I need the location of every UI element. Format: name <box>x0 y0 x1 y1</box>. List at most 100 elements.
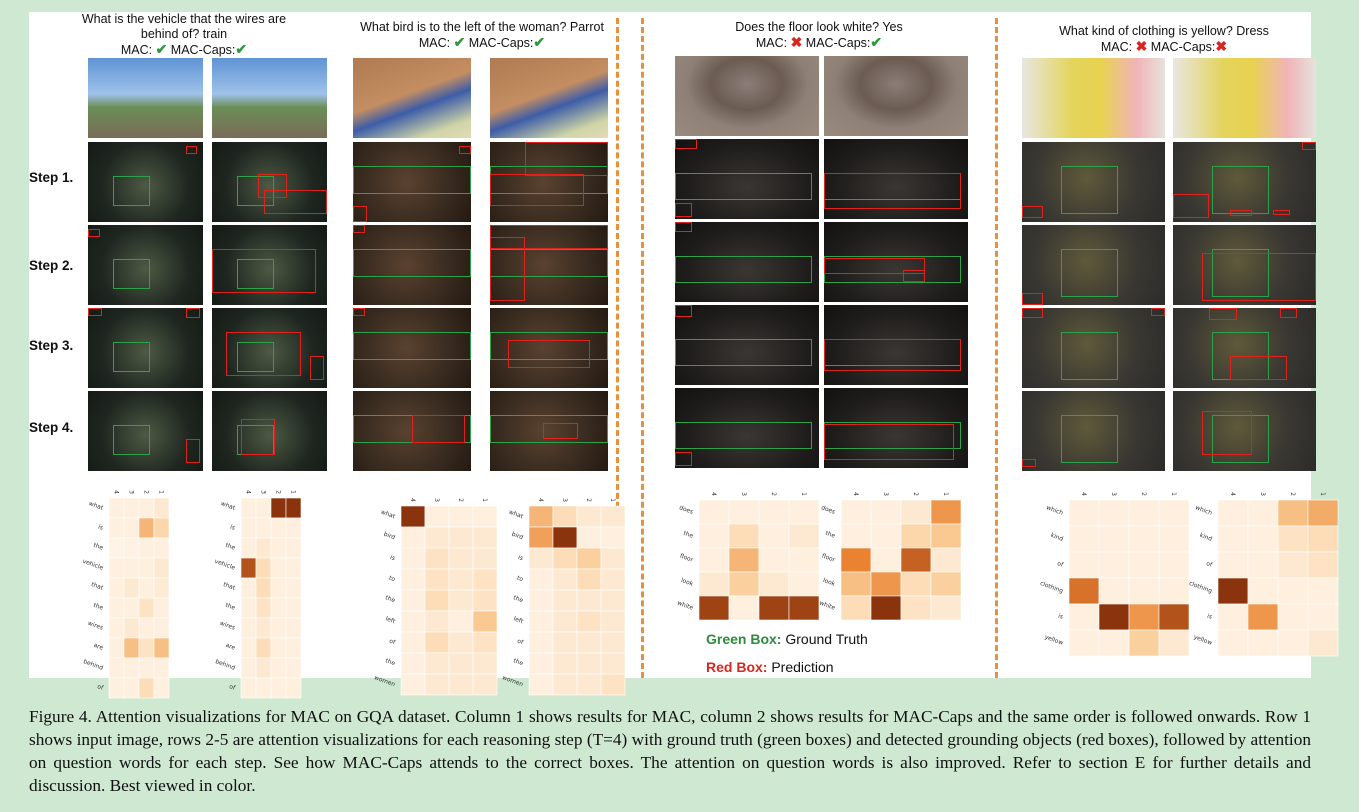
ground-truth-box <box>237 341 275 372</box>
heatmap-cell <box>108 617 125 639</box>
heatmap-cell <box>698 523 730 549</box>
heatmap-cell <box>240 657 257 679</box>
heatmap-step-label: 4 <box>1080 492 1087 496</box>
prediction-box <box>507 340 591 368</box>
heatmap-word-label: the <box>512 657 524 667</box>
ground-truth-box <box>1211 166 1269 214</box>
heatmap-cell <box>528 505 554 528</box>
heatmap-cell <box>138 537 155 559</box>
heatmap-cell <box>1068 551 1100 579</box>
heatmap-word-label: does <box>678 504 694 515</box>
heatmap-cell <box>870 547 902 573</box>
heatmap-cell <box>1128 577 1160 605</box>
ground-truth-box <box>113 258 151 289</box>
heatmap-step-label: 4 <box>113 490 120 494</box>
attention-map-step-4-mac-caps <box>824 388 968 468</box>
heatmap-cell <box>424 547 450 570</box>
heatmap-cell <box>552 547 578 570</box>
heatmap-cell <box>552 505 578 528</box>
heatmap-cell <box>1098 499 1130 527</box>
heatmap-cell <box>600 505 626 528</box>
mac-label: MAC: <box>418 36 454 50</box>
word-attention-heatmap-mac-caps: 4 3 2 1 which kind of clothing is yellow <box>1178 486 1340 658</box>
heatmap-cell <box>153 637 170 659</box>
heatmap-word-label: look <box>822 577 837 588</box>
heatmap-cell <box>576 568 602 591</box>
attention-map-step-1-mac-caps <box>1173 142 1316 222</box>
heatmap-cell <box>240 677 257 699</box>
heatmap-cell <box>138 657 155 679</box>
heatmap-cell <box>138 677 155 699</box>
question-4: What kind of clothing is yellow? Dress MA… <box>1029 24 1299 55</box>
heatmap-word-label: yellow <box>1044 634 1064 647</box>
prediction-box <box>1022 308 1044 318</box>
heatmap-word-label: does <box>820 504 836 515</box>
heatmap-cell <box>138 597 155 619</box>
heatmap-word-label: behind <box>214 658 236 672</box>
attention-map-step-3-mac <box>353 308 471 388</box>
prediction-box <box>225 332 301 376</box>
heatmap-cell <box>255 497 272 519</box>
heatmap-word-label: the <box>384 657 396 667</box>
heatmap-cell <box>448 610 474 633</box>
heatmap-step-label: 2 <box>912 492 919 496</box>
heatmap-cell <box>528 589 554 612</box>
check-icon: ✔ <box>453 34 466 50</box>
heatmap-cell <box>138 577 155 599</box>
heatmap-cell <box>528 547 554 570</box>
prediction-box <box>412 415 466 443</box>
step-label-1: Step 1. <box>29 170 74 185</box>
heatmap-cell <box>1128 499 1160 527</box>
heatmap-cell <box>576 526 602 549</box>
heatmap-cell <box>870 595 902 621</box>
heatmap-cell <box>576 589 602 612</box>
prediction-box <box>1230 210 1252 217</box>
heatmap-word-label: the <box>512 594 524 604</box>
heatmap-word-label: is <box>229 524 236 532</box>
heatmap-cell <box>900 595 932 621</box>
heatmap-cell <box>728 595 760 621</box>
mac-label: MAC: <box>755 36 791 50</box>
heatmap-cell <box>870 571 902 597</box>
verdict-line: MAC: ✔ MAC-Caps:✔ <box>347 35 617 51</box>
heatmap-cell <box>424 589 450 612</box>
heatmap-cell <box>552 631 578 654</box>
heatmap-cell <box>1128 525 1160 553</box>
ground-truth-box <box>490 332 608 360</box>
heatmap-cell <box>900 523 932 549</box>
heatmap-cell <box>270 577 287 599</box>
prediction-box <box>675 203 693 218</box>
heatmap-cell <box>153 677 170 699</box>
heatmap-cell <box>270 537 287 559</box>
cross-icon: ✖ <box>1215 38 1228 54</box>
attention-map-step-2-mac-caps <box>212 225 327 305</box>
heatmap-cell <box>448 631 474 654</box>
mac-caps-label: MAC-Caps: <box>802 36 871 50</box>
heatmap-word-label: of <box>1056 560 1065 569</box>
heatmap-cell <box>153 657 170 679</box>
heatmap-cell <box>400 547 426 570</box>
heatmap-cell <box>1158 629 1190 657</box>
heatmap-cell <box>870 523 902 549</box>
heatmap-cell <box>400 652 426 675</box>
heatmap-step-label: 4 <box>245 490 252 494</box>
heatmap-word-label: what <box>380 509 397 521</box>
heatmap-step-label: 2 <box>275 490 282 494</box>
prediction-box <box>1022 206 1044 218</box>
check-icon: ✔ <box>235 41 248 57</box>
word-attention-heatmap-mac-caps: 4 3 2 1 what is the vehicle that the wires are behin… <box>201 484 303 700</box>
attention-map-step-4-mac <box>88 391 203 471</box>
heatmap-cell <box>138 557 155 579</box>
attention-map-step-1-mac <box>88 142 203 222</box>
heatmap-cell <box>1217 577 1249 605</box>
legend-prediction: Red Box: Prediction <box>706 659 834 675</box>
heatmap-word-label: white <box>818 600 836 612</box>
heatmap-word-label: bird <box>383 531 397 542</box>
heatmap-word-label: kind <box>1050 532 1065 543</box>
word-attention-heatmap-mac: 4 3 2 1 what is the vehicle that the wires are behin… <box>69 484 171 700</box>
heatmap-cell <box>285 537 302 559</box>
heatmap-cell <box>255 657 272 679</box>
heatmap-word-label: women <box>373 674 396 688</box>
heatmap-word-label: is <box>517 554 524 562</box>
heatmap-cell <box>600 631 626 654</box>
